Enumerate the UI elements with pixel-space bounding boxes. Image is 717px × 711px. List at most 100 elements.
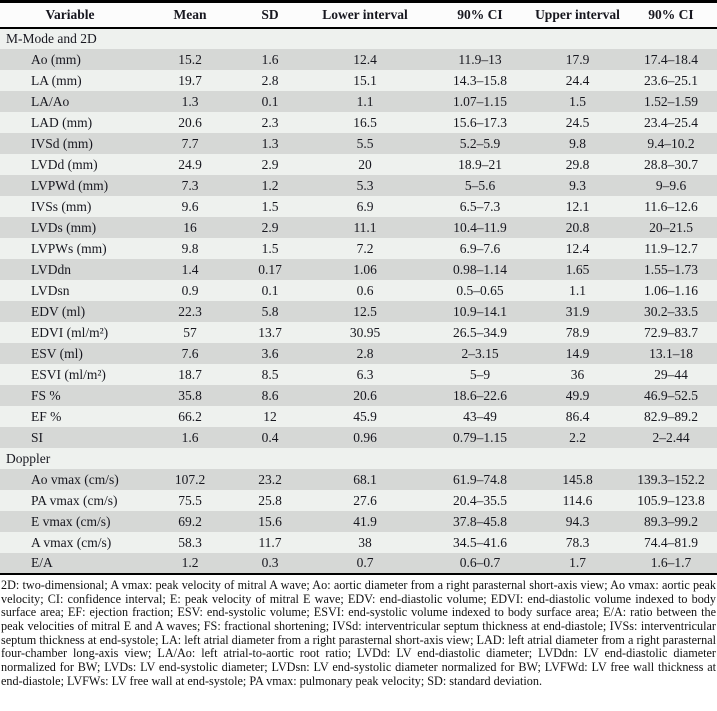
value-cell: 15.6–17.3 <box>430 112 530 133</box>
value-cell: 7.3 <box>140 175 240 196</box>
value-cell: 31.9 <box>530 301 625 322</box>
col-header-variable: Variable <box>0 1 140 28</box>
variable-cell: IVSd (mm) <box>0 133 140 154</box>
variable-cell: EF % <box>0 406 140 427</box>
table-row: Ao vmax (cm/s) 107.2 23.2 68.1 61.9–74.8 145.… <box>0 469 717 490</box>
value-cell: 20–21.5 <box>625 217 717 238</box>
table-row: E vmax (cm/s) 69.2 15.6 41.9 37.8–45.8 94.3 89… <box>0 511 717 532</box>
value-cell: 26.5–34.9 <box>430 322 530 343</box>
value-cell: 1.2 <box>140 553 240 574</box>
value-cell: 2.8 <box>240 70 300 91</box>
value-cell: 2.9 <box>240 217 300 238</box>
table-row: IVSd (mm) 7.7 1.3 5.5 5.2–5.9 9.8 9.4–10.2 <box>0 133 717 154</box>
value-cell: 2–3.15 <box>430 343 530 364</box>
value-cell: 34.5–41.6 <box>430 532 530 553</box>
value-cell: 94.3 <box>530 511 625 532</box>
value-cell: 14.9 <box>530 343 625 364</box>
value-cell: 15.6 <box>240 511 300 532</box>
value-cell: 36 <box>530 364 625 385</box>
value-cell: 24.4 <box>530 70 625 91</box>
value-cell: 1.3 <box>140 91 240 112</box>
section-row: Doppler <box>0 448 717 469</box>
table-row: SI 1.6 0.4 0.96 0.79–1.15 2.2 2–2.44 <box>0 427 717 448</box>
value-cell: 10.4–11.9 <box>430 217 530 238</box>
value-cell: 1.6 <box>140 427 240 448</box>
variable-cell: SI <box>0 427 140 448</box>
variable-cell: LAD (mm) <box>0 112 140 133</box>
section-title: Doppler <box>0 448 717 469</box>
table-row: PA vmax (cm/s) 75.5 25.8 27.6 20.4–35.5 114.6… <box>0 490 717 511</box>
value-cell: 14.3–15.8 <box>430 70 530 91</box>
value-cell: 11.1 <box>300 217 430 238</box>
value-cell: 7.7 <box>140 133 240 154</box>
variable-cell: LVDs (mm) <box>0 217 140 238</box>
value-cell: 12.5 <box>300 301 430 322</box>
value-cell: 25.8 <box>240 490 300 511</box>
value-cell: 5–9 <box>430 364 530 385</box>
value-cell: 18.7 <box>140 364 240 385</box>
table-row: EDV (ml) 22.3 5.8 12.5 10.9–14.1 31.9 30.2–33.… <box>0 301 717 322</box>
value-cell: 16.5 <box>300 112 430 133</box>
col-header-ci-lower: 90% CI <box>430 1 530 28</box>
variable-cell: LVDdn <box>0 259 140 280</box>
value-cell: 61.9–74.8 <box>430 469 530 490</box>
value-cell: 37.8–45.8 <box>430 511 530 532</box>
value-cell: 13.1–18 <box>625 343 717 364</box>
value-cell: 7.2 <box>300 238 430 259</box>
value-cell: 30.2–33.5 <box>625 301 717 322</box>
value-cell: 20.8 <box>530 217 625 238</box>
value-cell: 17.9 <box>530 49 625 70</box>
variable-cell: LVPWs (mm) <box>0 238 140 259</box>
value-cell: 5.5 <box>300 133 430 154</box>
value-cell: 8.5 <box>240 364 300 385</box>
table-row: LA/Ao 1.3 0.1 1.1 1.07–1.15 1.5 1.52–1.59 <box>0 91 717 112</box>
value-cell: 72.9–83.7 <box>625 322 717 343</box>
value-cell: 2–2.44 <box>625 427 717 448</box>
variable-cell: ESV (ml) <box>0 343 140 364</box>
value-cell: 18.9–21 <box>430 154 530 175</box>
value-cell: 57 <box>140 322 240 343</box>
value-cell: 24.5 <box>530 112 625 133</box>
value-cell: 5.2–5.9 <box>430 133 530 154</box>
value-cell: 1.6 <box>240 49 300 70</box>
section-title: M-Mode and 2D <box>0 28 717 49</box>
value-cell: 82.9–89.2 <box>625 406 717 427</box>
variable-cell: E/A <box>0 553 140 574</box>
variable-cell: Ao vmax (cm/s) <box>0 469 140 490</box>
table-row: LVDs (mm) 16 2.9 11.1 10.4–11.9 20.8 20–21.5 <box>0 217 717 238</box>
value-cell: 6.3 <box>300 364 430 385</box>
table-row: EF % 66.2 12 45.9 43–49 86.4 82.9–89.2 <box>0 406 717 427</box>
value-cell: 1.1 <box>300 91 430 112</box>
value-cell: 0.7 <box>300 553 430 574</box>
variable-cell: LA/Ao <box>0 91 140 112</box>
value-cell: 38 <box>300 532 430 553</box>
table-row: ESVI (ml/m²) 18.7 8.5 6.3 5–9 36 29–44 <box>0 364 717 385</box>
value-cell: 12.1 <box>530 196 625 217</box>
value-cell: 0.98–1.14 <box>430 259 530 280</box>
variable-cell: A vmax (cm/s) <box>0 532 140 553</box>
value-cell: 2.3 <box>240 112 300 133</box>
value-cell: 75.5 <box>140 490 240 511</box>
value-cell: 1.52–1.59 <box>625 91 717 112</box>
table-row: IVSs (mm) 9.6 1.5 6.9 6.5–7.3 12.1 11.6–12.6 <box>0 196 717 217</box>
value-cell: 89.3–99.2 <box>625 511 717 532</box>
variable-cell: LVDsn <box>0 280 140 301</box>
value-cell: 1.4 <box>140 259 240 280</box>
value-cell: 0.4 <box>240 427 300 448</box>
value-cell: 0.5–0.65 <box>430 280 530 301</box>
variable-cell: EDV (ml) <box>0 301 140 322</box>
value-cell: 0.3 <box>240 553 300 574</box>
value-cell: 0.79–1.15 <box>430 427 530 448</box>
value-cell: 105.9–123.8 <box>625 490 717 511</box>
table-row: Ao (mm) 15.2 1.6 12.4 11.9–13 17.9 17.4–18.4 <box>0 49 717 70</box>
value-cell: 3.6 <box>240 343 300 364</box>
value-cell: 1.65 <box>530 259 625 280</box>
value-cell: 19.7 <box>140 70 240 91</box>
value-cell: 6.9 <box>300 196 430 217</box>
value-cell: 11.6–12.6 <box>625 196 717 217</box>
value-cell: 16 <box>140 217 240 238</box>
value-cell: 1.7 <box>530 553 625 574</box>
header-row: Variable Mean SD Lower interval 90% CI U… <box>0 1 717 28</box>
table-row: LVDdn 1.4 0.17 1.06 0.98–1.14 1.65 1.55–1.73 <box>0 259 717 280</box>
value-cell: 8.6 <box>240 385 300 406</box>
